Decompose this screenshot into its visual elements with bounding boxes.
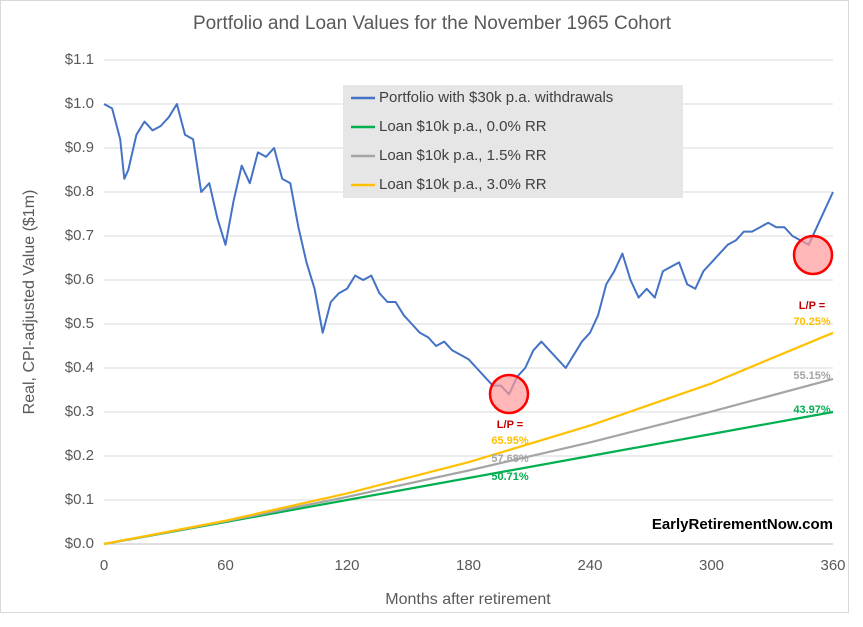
x-tick-label: 180: [456, 557, 481, 574]
y-tick-label: $0.9: [65, 139, 94, 156]
legend-box: [343, 85, 683, 198]
x-axis-title: Months after retirement: [385, 591, 551, 608]
highlight-circle: [792, 234, 834, 276]
legend-label: Loan $10k p.a., 3.0% RR: [379, 176, 547, 193]
annotation: L/P =: [497, 419, 523, 431]
y-tick-label: $0.6: [65, 271, 94, 288]
legend-label: Portfolio with $30k p.a. withdrawals: [379, 89, 613, 106]
x-tick-label: 360: [820, 557, 845, 574]
annotation: 57.68%: [491, 453, 529, 465]
y-tick-label: $0.1: [65, 491, 94, 508]
annotation: 65.95%: [491, 435, 529, 447]
y-tick-label: $0.7: [65, 227, 94, 244]
annotation: 70.25%: [793, 316, 831, 328]
annotation: 43.97%: [793, 404, 831, 416]
y-tick-label: $0.2: [65, 447, 94, 464]
x-tick-label: 0: [100, 557, 108, 574]
y-tick-label: $0.4: [65, 359, 94, 376]
y-tick-label: $1.0: [65, 95, 94, 112]
series-line: [103, 103, 834, 396]
series-line: [103, 331, 834, 546]
highlight-circle: [488, 373, 530, 415]
y-tick-label: $1.1: [65, 51, 94, 68]
y-tick-label: $0.0: [65, 535, 94, 552]
annotation: 55.15%: [793, 370, 831, 382]
x-tick-label: 300: [699, 557, 724, 574]
y-tick-label: $0.3: [65, 403, 94, 420]
x-tick-label: 240: [577, 557, 602, 574]
legend-label: Loan $10k p.a., 0.0% RR: [379, 118, 547, 135]
legend-label: Loan $10k p.a., 1.5% RR: [379, 147, 547, 164]
x-tick-label: 120: [334, 557, 359, 574]
source-label: EarlyRetirementNow.com: [652, 516, 833, 533]
annotation: 50.71%: [491, 471, 529, 483]
y-tick-label: $0.8: [65, 183, 94, 200]
chart-title: Portfolio and Loan Values for the Novemb…: [193, 13, 672, 34]
annotation: L/P =: [799, 300, 825, 312]
x-tick-label: 60: [217, 557, 234, 574]
y-tick-label: $0.5: [65, 315, 94, 332]
y-axis-title: Real, CPI-adjusted Value ($1m): [21, 190, 38, 415]
